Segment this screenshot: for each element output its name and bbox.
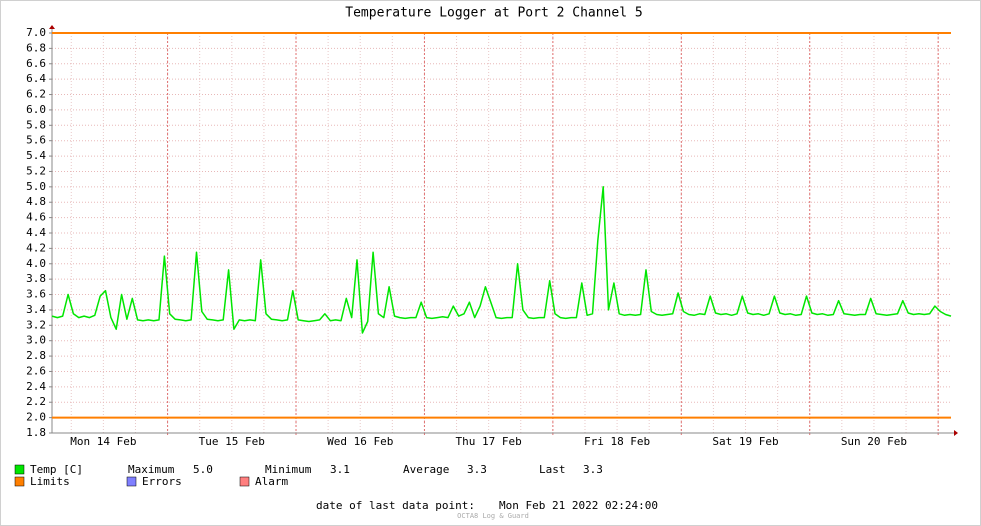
y-tick-label: 3.8 — [26, 272, 46, 285]
y-tick-label: 4.0 — [26, 257, 46, 270]
y-tick-label: 5.4 — [26, 149, 46, 162]
x-tick-label: Fri 18 Feb — [584, 435, 650, 448]
chart-title: Temperature Logger at Port 2 Channel 5 — [345, 6, 642, 21]
y-tick-label: 1.8 — [26, 426, 46, 439]
stat-value: 5.0 — [193, 463, 213, 476]
x-tick-label: Wed 16 Feb — [327, 435, 393, 448]
stat-value: 3.3 — [467, 463, 487, 476]
stat-value: 3.3 — [583, 463, 603, 476]
stat-value: 3.1 — [330, 463, 350, 476]
y-tick-label: 2.0 — [26, 411, 46, 424]
footer-label: date of last data point: — [316, 499, 475, 512]
y-tick-label: 2.8 — [26, 349, 46, 362]
y-tick-label: 3.0 — [26, 334, 46, 347]
y-tick-label: 4.8 — [26, 195, 46, 208]
y-tick-label: 5.0 — [26, 180, 46, 193]
legend-label: Temp [C] — [30, 463, 83, 476]
y-tick-label: 3.6 — [26, 288, 46, 301]
x-tick-label: Sun 20 Feb — [841, 435, 907, 448]
y-tick-label: 6.6 — [26, 57, 46, 70]
y-tick-label: 3.4 — [26, 303, 46, 316]
stat-name: Last — [539, 463, 566, 476]
legend-label: Errors — [142, 475, 182, 488]
y-tick-label: 7.0 — [26, 26, 46, 39]
y-tick-label: 6.0 — [26, 103, 46, 116]
stat-name: Minimum — [265, 463, 312, 476]
watermark: OCTA8 Log & Guard — [457, 512, 529, 520]
stat-name: Average — [403, 463, 449, 476]
y-tick-label: 4.4 — [26, 226, 46, 239]
footer-date: Mon Feb 21 2022 02:24:00 — [499, 499, 658, 512]
x-axis-arrow — [954, 430, 958, 436]
legend-label: Alarm — [255, 475, 288, 488]
legend-swatch — [14, 476, 25, 487]
y-tick-label: 4.2 — [26, 241, 46, 254]
y-tick-label: 6.2 — [26, 88, 46, 101]
y-tick-label: 6.8 — [26, 41, 46, 54]
y-tick-label: 6.4 — [26, 72, 46, 85]
series-line — [51, 186, 952, 334]
y-tick-label: 2.6 — [26, 364, 46, 377]
y-tick-label: 2.2 — [26, 395, 46, 408]
x-tick-label: Thu 17 Feb — [456, 435, 522, 448]
y-tick-label: 3.2 — [26, 318, 46, 331]
y-tick-label: 5.2 — [26, 164, 46, 177]
legend-swatch — [14, 464, 25, 475]
legend-label: Limits — [30, 475, 70, 488]
x-tick-label: Mon 14 Feb — [70, 435, 136, 448]
y-tick-label: 4.6 — [26, 211, 46, 224]
legend-swatch — [239, 476, 250, 487]
legend-swatch — [126, 476, 137, 487]
x-tick-label: Sat 19 Feb — [712, 435, 778, 448]
y-tick-label: 2.4 — [26, 380, 46, 393]
y-tick-label: 5.8 — [26, 118, 46, 131]
stat-name: Maximum — [128, 463, 175, 476]
plot-area — [52, 33, 951, 433]
y-axis-arrow — [49, 25, 55, 29]
x-tick-label: Tue 15 Feb — [199, 435, 265, 448]
y-tick-label: 5.6 — [26, 134, 46, 147]
